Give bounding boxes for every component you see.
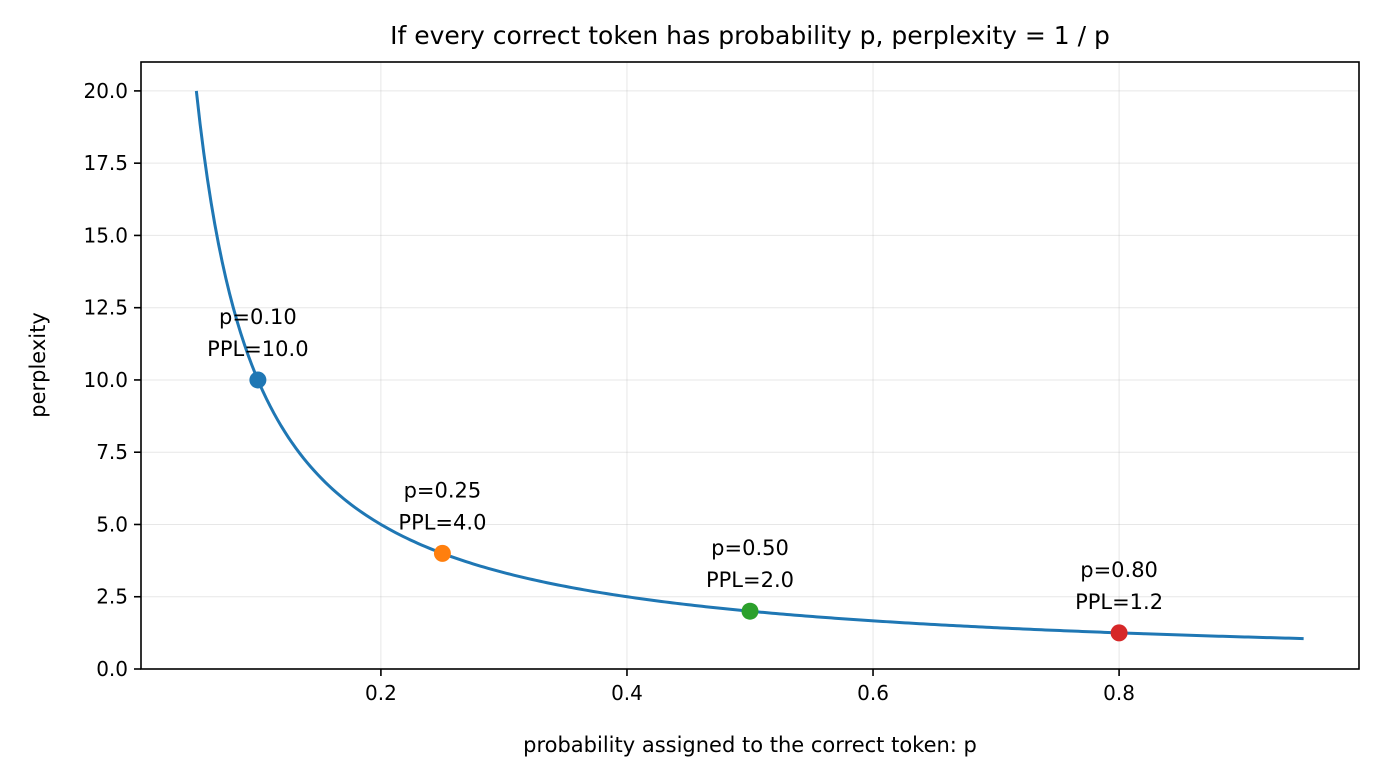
y-tick-label: 20.0	[83, 79, 128, 103]
y-tick-label: 12.5	[83, 296, 128, 320]
highlight-point	[1110, 624, 1128, 642]
point-annotation: PPL=1.2	[1075, 590, 1163, 614]
x-axis-label: probability assigned to the correct toke…	[523, 733, 977, 757]
x-tick-label: 0.6	[857, 681, 889, 705]
y-axis-label: perplexity	[26, 312, 50, 418]
x-axis-ticks: 0.2 0.4 0.6 0.8	[365, 669, 1135, 705]
y-tick-label: 17.5	[83, 151, 128, 175]
highlight-point	[433, 544, 451, 562]
x-tick-label: 0.4	[611, 681, 643, 705]
highlight-point	[741, 602, 759, 620]
point-annotation: p=0.50	[711, 536, 789, 560]
points-layer	[249, 371, 1128, 642]
point-annotation: PPL=4.0	[398, 510, 486, 534]
point-annotation: p=0.10	[219, 305, 297, 329]
point-annotation: p=0.25	[404, 478, 482, 502]
point-annotation: p=0.80	[1080, 558, 1158, 582]
x-tick-label: 0.2	[365, 681, 397, 705]
point-annotation: PPL=2.0	[706, 568, 794, 592]
y-axis-ticks: 0.0 2.5 5.0 7.5 10.0 12.5 15.0 17.5 20.0	[83, 79, 141, 681]
y-tick-label: 10.0	[83, 368, 128, 392]
y-tick-label: 15.0	[83, 223, 128, 247]
y-tick-label: 5.0	[96, 512, 128, 536]
highlight-point	[249, 371, 267, 389]
y-tick-label: 2.5	[96, 585, 128, 609]
plot-frame	[140, 61, 1360, 670]
chart-title: If every correct token has probability p…	[390, 21, 1110, 50]
y-tick-label: 0.0	[96, 657, 128, 681]
x-tick-label: 0.8	[1103, 681, 1135, 705]
point-annotation: PPL=10.0	[207, 337, 308, 361]
y-tick-label: 7.5	[96, 440, 128, 464]
annotations-layer: p=0.10 PPL=10.0 p=0.25 PPL=4.0 p=0.50 PPL=2.0…	[207, 305, 1163, 614]
